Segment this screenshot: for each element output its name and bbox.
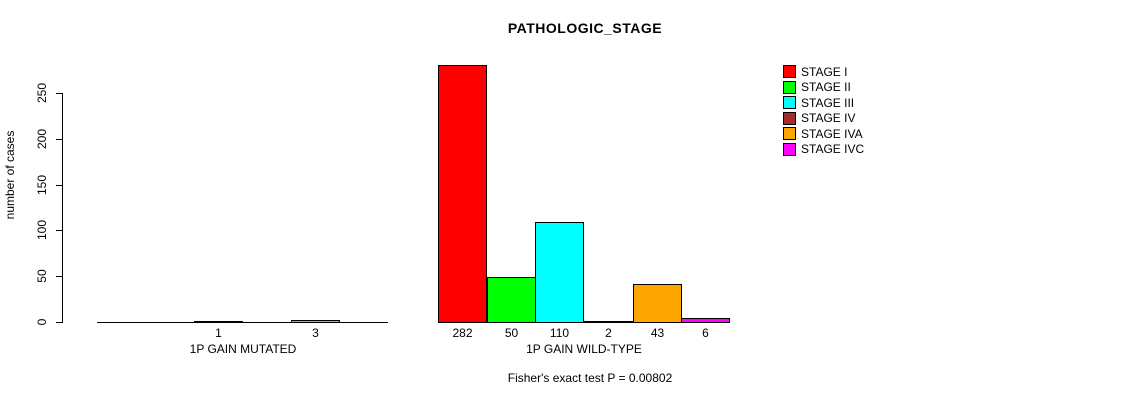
y-tick-label: 50 bbox=[35, 269, 49, 283]
legend: STAGE I STAGE II STAGE III STAGE IV STAGE IV… bbox=[783, 64, 864, 157]
bar-stage-iii-1p-gain-mutated bbox=[194, 321, 243, 323]
y-tick bbox=[56, 322, 62, 323]
legend-item-stage-iv: STAGE IV bbox=[783, 111, 864, 127]
bar-value-label: 1 bbox=[215, 326, 222, 340]
legend-swatch-stage-iii bbox=[783, 96, 796, 110]
legend-label: STAGE III bbox=[801, 95, 855, 110]
legend-item-stage-ii: STAGE II bbox=[783, 80, 864, 96]
bar-value-label: 50 bbox=[504, 326, 519, 340]
legend-label: STAGE I bbox=[801, 64, 848, 79]
y-tick-label: 200 bbox=[35, 128, 49, 150]
bar-stage-iv-1p-gain-wild-type bbox=[584, 321, 633, 323]
y-tick-label: 100 bbox=[35, 219, 49, 241]
legend-swatch-stage-i bbox=[783, 65, 796, 79]
chart-title: PATHOLOGIC_STAGE bbox=[507, 20, 663, 36]
legend-swatch-stage-iva bbox=[783, 127, 796, 141]
stat-annotation: Fisher's exact test P = 0.00802 bbox=[507, 371, 673, 385]
bar-stage-ii-1p-gain-wild-type bbox=[487, 277, 536, 323]
bar-stage-ivc-1p-gain-wild-type bbox=[681, 318, 730, 323]
legend-label: STAGE II bbox=[801, 80, 851, 95]
y-tick bbox=[56, 276, 62, 277]
y-tick-label: 250 bbox=[35, 82, 49, 104]
legend-item-stage-iva: STAGE IVA bbox=[783, 126, 864, 142]
y-axis-label: number of cases bbox=[3, 130, 17, 220]
bar-value-label: 6 bbox=[702, 326, 709, 340]
y-tick bbox=[56, 185, 62, 186]
bar-value-label: 3 bbox=[312, 326, 319, 340]
bar-value-label: 43 bbox=[650, 326, 665, 340]
bar-stage-iva-1p-gain-wild-type bbox=[633, 284, 682, 323]
y-tick bbox=[56, 230, 62, 231]
legend-swatch-stage-iv bbox=[783, 111, 796, 125]
legend-label: STAGE IVC bbox=[801, 142, 865, 157]
bar-stage-iva-1p-gain-mutated bbox=[291, 320, 340, 323]
legend-swatch-stage-ivc bbox=[783, 142, 796, 156]
y-tick bbox=[56, 139, 62, 140]
legend-item-stage-i: STAGE I bbox=[783, 64, 864, 80]
bar-value-label: 2 bbox=[605, 326, 612, 340]
x-category-label: 1P GAIN MUTATED bbox=[189, 342, 297, 356]
legend-swatch-stage-ii bbox=[783, 80, 796, 94]
bar-value-label: 282 bbox=[452, 326, 473, 340]
bar-stage-iii-1p-gain-wild-type bbox=[535, 222, 584, 323]
legend-label: STAGE IV bbox=[801, 111, 856, 126]
legend-item-stage-iii: STAGE III bbox=[783, 95, 864, 111]
y-axis-line bbox=[62, 93, 63, 323]
bar-value-label: 110 bbox=[549, 326, 570, 340]
x-category-label: 1P GAIN WILD-TYPE bbox=[526, 342, 642, 356]
legend-item-stage-ivc: STAGE IVC bbox=[783, 142, 864, 158]
y-tick bbox=[56, 93, 62, 94]
y-tick-label: 0 bbox=[35, 318, 49, 326]
y-tick-label: 150 bbox=[35, 174, 49, 196]
bar-stage-i-1p-gain-wild-type bbox=[438, 65, 487, 323]
legend-label: STAGE IVA bbox=[801, 126, 863, 141]
